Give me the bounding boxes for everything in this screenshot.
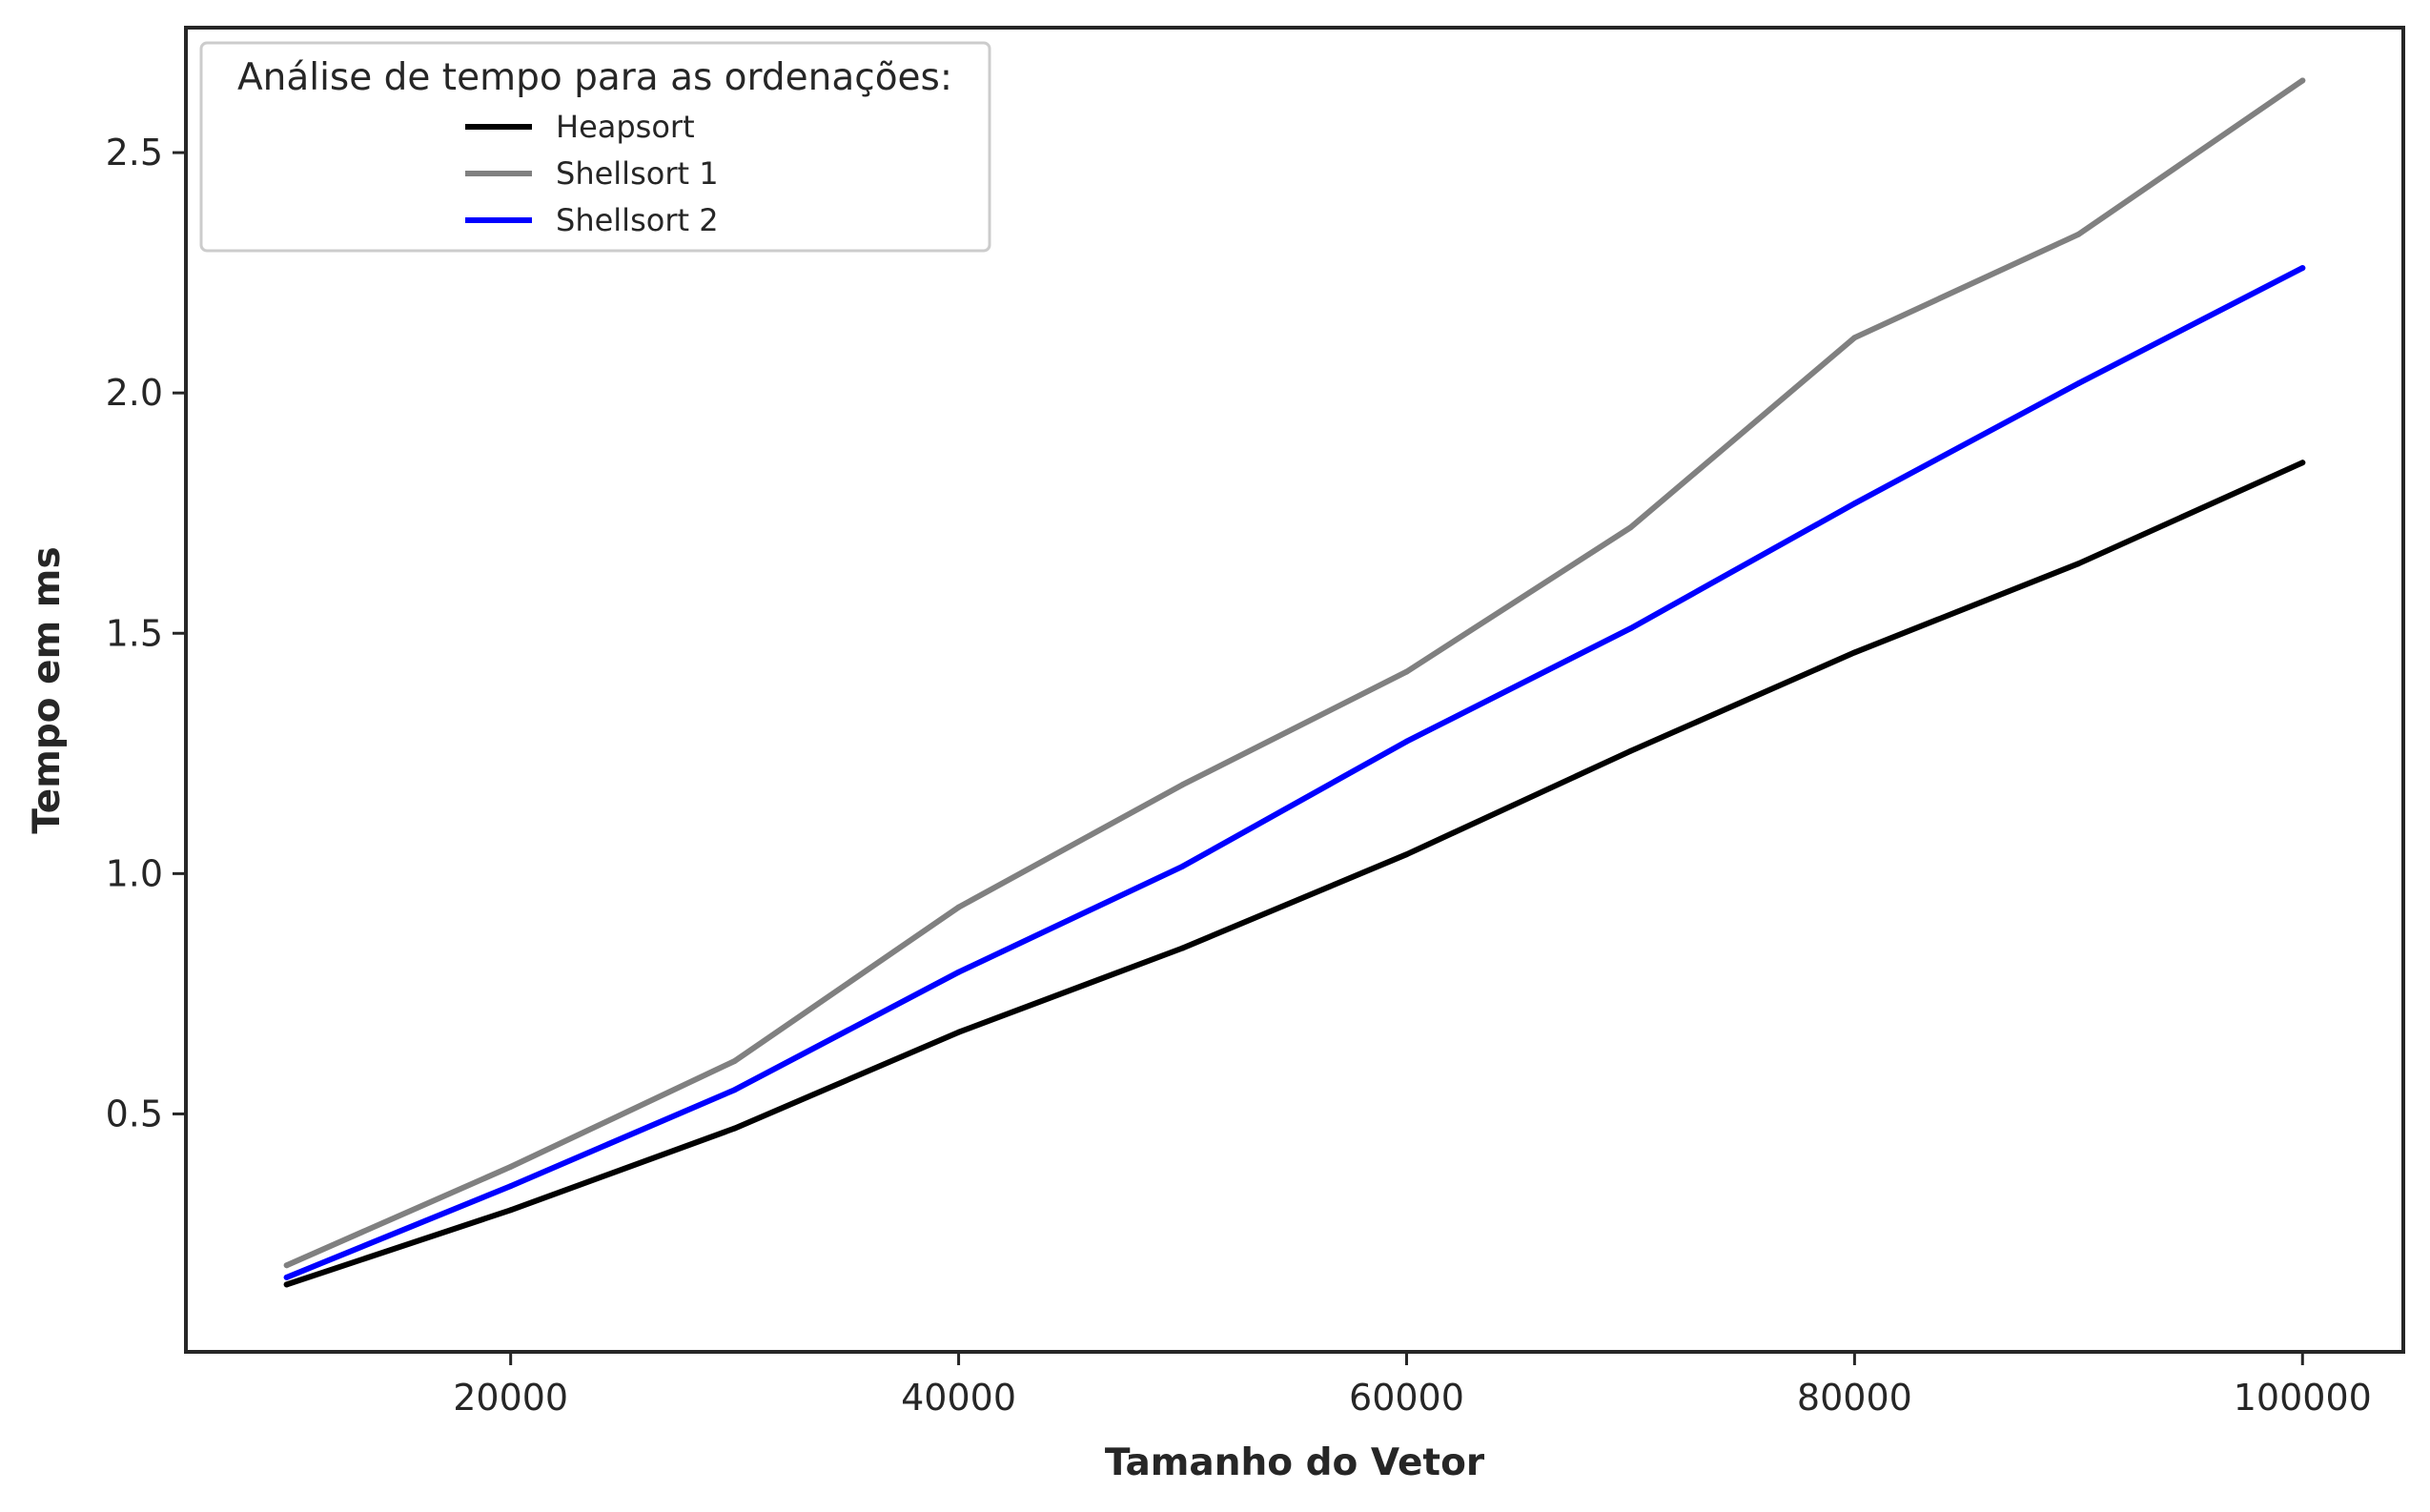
- data-point-shellsort-2: [1627, 625, 1634, 632]
- data-point-shellsort-2: [507, 1183, 514, 1190]
- data-point-heapsort: [731, 1125, 738, 1132]
- x-axis-title: Tamanho do Vetor: [1105, 1441, 1485, 1484]
- data-point-shellsort-1: [1403, 668, 1410, 675]
- x-tick-label: 40000: [901, 1377, 1016, 1419]
- legend-label: Shellsort 2: [556, 202, 719, 238]
- data-point-shellsort-1: [731, 1058, 738, 1064]
- data-point-shellsort-2: [2299, 265, 2306, 272]
- data-point-shellsort-2: [955, 969, 962, 975]
- legend-label: Heapsort: [556, 109, 695, 145]
- data-point-heapsort: [2299, 460, 2306, 466]
- data-point-heapsort: [1403, 851, 1410, 858]
- data-point-shellsort-2: [1403, 738, 1410, 745]
- data-point-shellsort-1: [955, 904, 962, 910]
- y-tick-label: 1.5: [106, 612, 163, 654]
- data-point-shellsort-2: [1179, 863, 1186, 869]
- y-tick-label: 1.0: [106, 852, 163, 894]
- series-line-shellsort-1: [283, 77, 2306, 1269]
- data-point-heapsort: [2075, 561, 2082, 567]
- y-tick-label: 2.5: [106, 132, 163, 174]
- x-tick-label: 60000: [1349, 1377, 1464, 1419]
- data-point-shellsort-1: [507, 1163, 514, 1170]
- data-point-heapsort: [283, 1281, 290, 1288]
- y-axis-title: Tempo em ms: [26, 546, 69, 833]
- data-point-heapsort: [1179, 945, 1186, 951]
- y-tick-label: 0.5: [106, 1093, 163, 1134]
- legend-title: Análise de tempo para as ordenações:: [237, 56, 952, 99]
- legend: Análise de tempo para as ordenações: Hea…: [199, 41, 991, 253]
- x-tick-label: 20000: [453, 1377, 568, 1419]
- data-point-heapsort: [507, 1207, 514, 1214]
- data-point-heapsort: [1627, 747, 1634, 754]
- x-tick-label: 100000: [2234, 1377, 2372, 1419]
- data-point-shellsort-1: [283, 1262, 290, 1269]
- series-line-shellsort-2: [283, 265, 2306, 1280]
- y-tick-label: 2.0: [106, 372, 163, 414]
- data-point-heapsort: [1851, 649, 1858, 656]
- plot-area-frame: [184, 26, 2405, 1354]
- data-point-shellsort-2: [2075, 380, 2082, 387]
- legend-label: Shellsort 1: [556, 155, 719, 192]
- series-layer: [283, 77, 2306, 1288]
- x-axis-ticks: 20000 40000 60000 80000 100000: [453, 1352, 2372, 1419]
- data-point-shellsort-2: [731, 1087, 738, 1093]
- data-point-shellsort-1: [1179, 782, 1186, 788]
- legend-box: [199, 41, 991, 253]
- data-point-shellsort-1: [2075, 231, 2082, 237]
- data-point-shellsort-1: [2299, 77, 2306, 84]
- y-axis-ticks: 0.5 1.0 1.5 2.0 2.5: [106, 132, 186, 1134]
- data-point-heapsort: [955, 1029, 962, 1035]
- data-point-shellsort-2: [1851, 501, 1858, 507]
- data-point-shellsort-1: [1627, 524, 1634, 531]
- data-point-shellsort-1: [1851, 335, 1858, 341]
- legend-entries: Heapsort Shellsort 1 Shellsort 2: [465, 109, 719, 238]
- data-point-shellsort-2: [283, 1274, 290, 1280]
- series-line-heapsort: [283, 460, 2306, 1288]
- x-tick-label: 80000: [1797, 1377, 1912, 1419]
